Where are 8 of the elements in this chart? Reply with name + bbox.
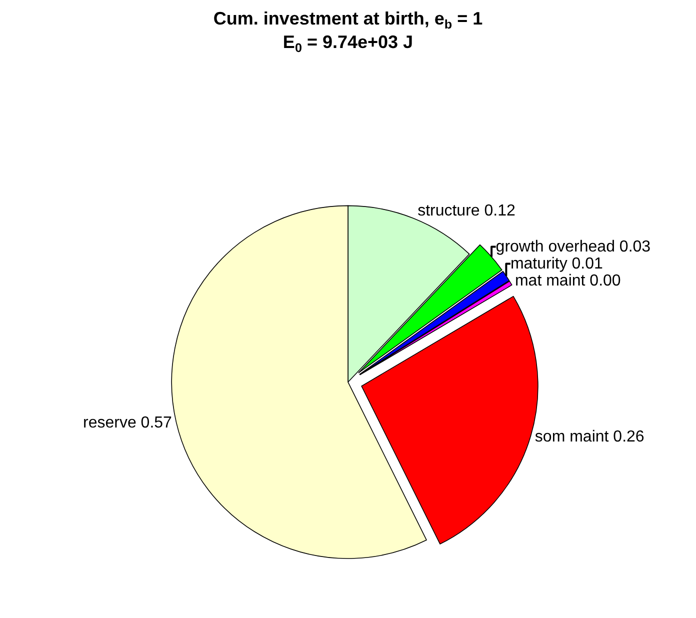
slice-label: structure 0.12 [418,202,516,220]
slice-label: growth overhead 0.03 [496,238,651,256]
slice-label: mat maint 0.00 [514,272,621,290]
chart-title: Cum. investment at birth, e$_{b}$ = 1 [213,8,483,32]
slice-label: reserve 0.57 [82,414,172,432]
chart-subtitle: E$_{0}$ = 9.74e+03 J [282,32,414,55]
slice-label: som maint 0.26 [534,428,644,446]
slice-label: maturity 0.01 [510,255,604,272]
